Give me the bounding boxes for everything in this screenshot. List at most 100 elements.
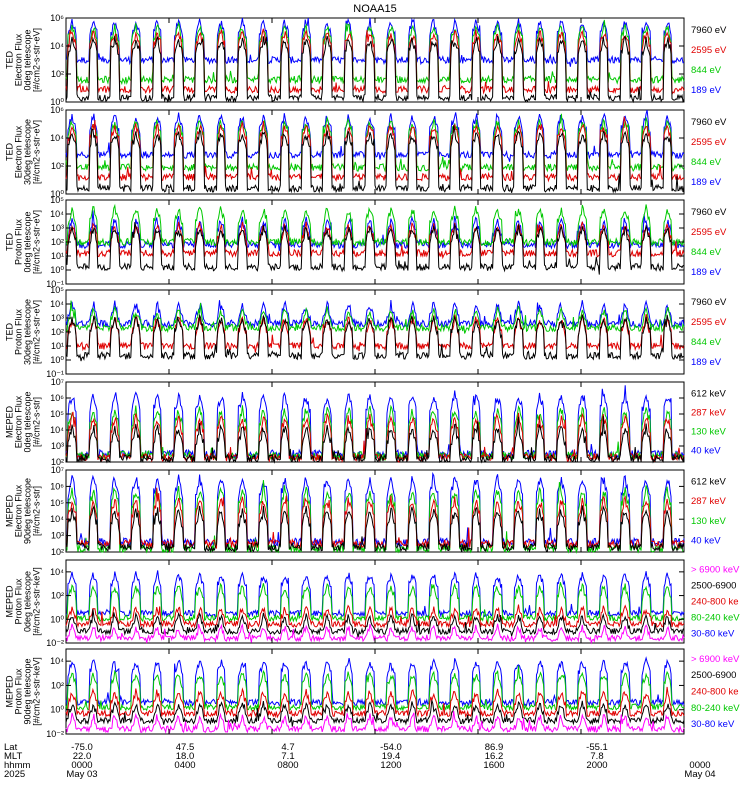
panel-6-legend-item: 40 keV bbox=[691, 535, 721, 546]
panel-8-legend-item: 2500-6900 bbox=[691, 670, 736, 681]
panel-7-trace-2500-6900 bbox=[65, 609, 685, 638]
panel-4-legend-item: 844 eV bbox=[691, 337, 722, 348]
panel-1-ylabel-line: Electron Flux bbox=[14, 33, 24, 86]
panel-5-ylabel-line: MEPED bbox=[5, 406, 15, 439]
panel-5-legend-item: 130 keV bbox=[691, 427, 727, 438]
panel-8-ylabel-line: Proton Flux bbox=[14, 668, 24, 715]
panel-1-ylabel-line: TED bbox=[5, 50, 15, 69]
panel-7-ytick-label: 10⁻² bbox=[46, 638, 64, 648]
panel-5-ytick-label: 10⁵ bbox=[50, 409, 64, 419]
panel-7-ylabel-line: 0deg telescope bbox=[23, 571, 33, 632]
panel-8-legend-item: > 6900 keV bbox=[691, 654, 740, 665]
footer-mlt-value: 7.1 bbox=[281, 751, 294, 762]
panel-1-ylabel-line: 0deg telescope bbox=[23, 29, 33, 90]
panel-6-ylabel: MEPEDElectron Flux90deg telescope[#/cm2-… bbox=[5, 478, 42, 544]
panel-6-ylabel-line: [#/cm2-s-str] bbox=[32, 486, 42, 536]
panel-3-ytick-label: 10⁰ bbox=[50, 265, 64, 275]
panel-3-legend-item: 189 eV bbox=[691, 267, 722, 278]
panel-6-ylabel-line: MEPED bbox=[5, 495, 15, 528]
panel-7-ytick-label: 10² bbox=[51, 591, 64, 601]
panel-5-ytick-label: 10² bbox=[51, 457, 64, 467]
footer-lat-value: -54.0 bbox=[380, 742, 402, 753]
footer-lat-value: 47.5 bbox=[176, 742, 195, 753]
panel-7-trace-80-240-kev bbox=[65, 582, 685, 625]
panel-1-legend-item: 7960 eV bbox=[691, 25, 727, 36]
panel-3-ylabel: TEDProton Flux0deg telescope[#/cm2-s-str… bbox=[5, 210, 42, 274]
panel-6-ytick-label: 10⁵ bbox=[50, 498, 64, 508]
panel-7-legend-item: > 6900 keV bbox=[691, 565, 740, 576]
panel-2-ylabel: TEDElectron Flux30deg telescope[#/cm2-s-… bbox=[5, 119, 42, 185]
panel-2-ylabel-line: TED bbox=[5, 142, 15, 161]
panel-7-legend-item: 240-800 ke bbox=[691, 597, 739, 608]
footer-mlt-value: 7.8 bbox=[590, 751, 603, 762]
panel-8-ylabel-line: 90deg telescope bbox=[23, 658, 33, 724]
panel-6-ytick-label: 10⁷ bbox=[51, 465, 64, 475]
panel-6-ytick-label: 10⁶ bbox=[50, 481, 64, 491]
panel-2-trace-189-ev bbox=[65, 109, 685, 162]
panel-2-trace-7960-ev bbox=[65, 125, 685, 194]
panel-4-ylabel-line: [#/cm2-s-str-eV] bbox=[32, 300, 42, 364]
panel-8-trace-80-240-kev bbox=[65, 665, 685, 713]
panel-4-ylabel-line: TED bbox=[5, 322, 15, 341]
panel-2-legend-item: 189 eV bbox=[691, 177, 722, 188]
panel-2-ylabel-line: 30deg telescope bbox=[23, 119, 33, 185]
panel-2-legend-item: 2595 eV bbox=[691, 137, 727, 148]
footer-row-label-lat: Lat bbox=[4, 742, 18, 753]
panel-3-ylabel-line: Proton Flux bbox=[14, 218, 24, 265]
panel-1-legend-item: 844 eV bbox=[691, 65, 722, 76]
panel-3-ylabel-line: TED bbox=[5, 232, 15, 251]
panel-4-ytick-label: 10⁵ bbox=[50, 285, 64, 295]
footer-hhmm-value: 0000 bbox=[689, 760, 710, 771]
panel-1-ytick-label: 10⁴ bbox=[50, 41, 64, 51]
footer-mlt-value: 18.0 bbox=[176, 751, 195, 762]
panel-5-ylabel-line: 0deg telescope bbox=[23, 391, 33, 452]
panel-6-ylabel-line: 90deg telescope bbox=[23, 478, 33, 544]
panel-4-ytick-label: 10⁻¹ bbox=[46, 369, 64, 379]
panel-6-ylabel-line: Electron Flux bbox=[14, 484, 24, 537]
panel-4-ytick-label: 10² bbox=[51, 327, 64, 337]
panel-4-legend-item: 189 eV bbox=[691, 357, 722, 368]
panel-1-ylabel-line: [#/cm2-s-str-eV] bbox=[32, 28, 42, 92]
panel-7-ylabel-line: Proton Flux bbox=[14, 578, 24, 625]
panel-8-ylabel-line: MEPED bbox=[5, 675, 15, 708]
panel-5-ytick-label: 10⁴ bbox=[50, 425, 64, 435]
panel-7-trace--6900-kev bbox=[65, 623, 685, 645]
panel-6-legend-item: 130 keV bbox=[691, 516, 727, 527]
panel-5-ytick-label: 10³ bbox=[51, 441, 64, 451]
panel-5-legend-item: 612 keV bbox=[691, 388, 727, 399]
panel-3-ytick-label: 10³ bbox=[51, 223, 64, 233]
panel-2-legend-item: 7960 eV bbox=[691, 117, 727, 128]
panel-3-trace-844-ev bbox=[65, 203, 685, 248]
panel-5-legend-item: 287 keV bbox=[691, 407, 727, 418]
footer-hhmm-value: 1200 bbox=[380, 760, 401, 771]
footer-lat-value: 4.7 bbox=[281, 742, 294, 753]
panel-1-legend-item: 2595 eV bbox=[691, 45, 727, 56]
panel-7-ylabel-line: [#/cm2-s-str-keV] bbox=[32, 567, 42, 636]
panel-7-trace-240-800-ke bbox=[65, 604, 685, 629]
panel-7-legend-item: 30-80 keV bbox=[691, 628, 735, 639]
panel-2-legend-item: 844 eV bbox=[691, 157, 722, 168]
footer-hhmm-value: 2000 bbox=[586, 760, 607, 771]
panel-4-legend-item: 2595 eV bbox=[691, 317, 727, 328]
footer-hhmm-value: 0400 bbox=[174, 760, 195, 771]
footer-lat-value: -55.1 bbox=[586, 742, 608, 753]
panel-1-ytick-label: 10² bbox=[51, 69, 64, 79]
panel-3-ytick-label: 10⁵ bbox=[50, 195, 64, 205]
panel-5-ylabel-line: [#/cm2-s-str] bbox=[32, 397, 42, 447]
panel-4-ytick-label: 10⁴ bbox=[50, 299, 64, 309]
panel-5-ylabel-line: Electron Flux bbox=[14, 395, 24, 448]
panel-4-ytick-label: 10¹ bbox=[51, 341, 64, 351]
panel-3-legend-item: 844 eV bbox=[691, 247, 722, 258]
panel-5-ytick-label: 10⁶ bbox=[50, 393, 64, 403]
panel-3-ytick-label: 10² bbox=[51, 237, 64, 247]
panel-2-ytick-label: 10⁶ bbox=[50, 105, 64, 115]
panel-7-ylabel-line: MEPED bbox=[5, 585, 15, 618]
panel-8-legend-item: 240-800 ke bbox=[691, 687, 739, 698]
panel-4-frame bbox=[65, 289, 685, 375]
panel-3-legend-item: 7960 eV bbox=[691, 207, 727, 218]
panel-1-ytick-label: 10⁰ bbox=[50, 97, 64, 107]
panel-6-legend-item: 287 keV bbox=[691, 496, 727, 507]
footer-hhmm-value: 0000 bbox=[71, 760, 92, 771]
panel-4-ylabel: TEDProton Flux30deg telescope[#/cm2-s-st… bbox=[5, 299, 42, 365]
panel-5-ylabel: MEPEDElectron Flux0deg telescope[#/cm2-s… bbox=[5, 391, 42, 452]
